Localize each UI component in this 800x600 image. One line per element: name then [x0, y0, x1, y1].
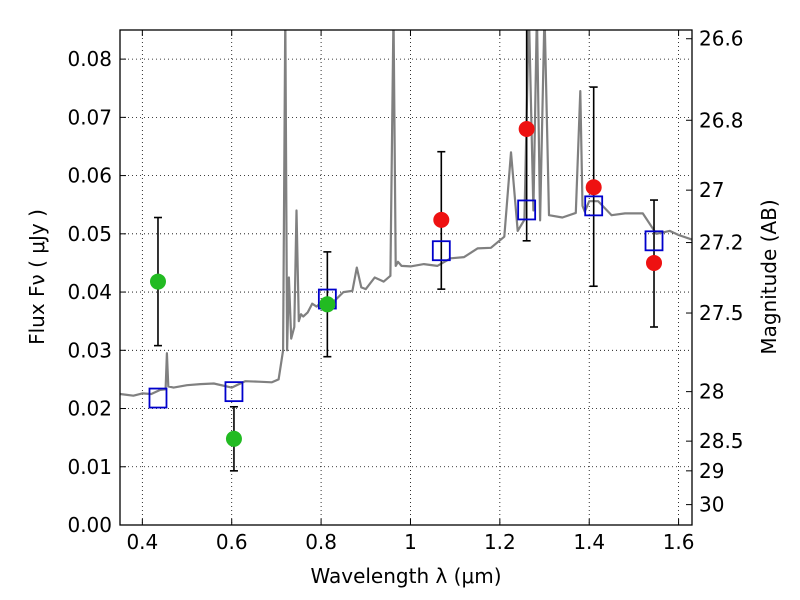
- right-tick-label: 28.5: [699, 429, 744, 453]
- right-tick-label: 26.6: [699, 27, 744, 51]
- model-flux-square: [224, 381, 244, 403]
- right-tick-label: 30: [699, 493, 724, 517]
- green-circle-point: [225, 430, 242, 447]
- model-spectrum-line: [120, 30, 692, 397]
- right-tick-label: 29: [699, 459, 724, 483]
- red-circle-point: [646, 254, 663, 271]
- y-tick-label: 0.05: [67, 222, 112, 246]
- green-circle-point: [319, 296, 336, 313]
- right-tick-label: 27.5: [699, 301, 744, 325]
- y-tick-label: 0.01: [67, 455, 112, 479]
- y-tick-label: 0.07: [67, 105, 112, 129]
- model-flux-square: [148, 387, 168, 409]
- x-tick-label: 1: [404, 530, 417, 554]
- right-tick-label: 28: [699, 380, 724, 404]
- green-circle-point: [149, 273, 166, 290]
- model-flux-square: [431, 240, 451, 262]
- x-tick-label: 0.4: [126, 530, 158, 554]
- x-tick-label: 0.6: [216, 530, 248, 554]
- right-axis-label: Magnitude (AB): [757, 199, 781, 354]
- x-tick-label: 1.6: [663, 530, 695, 554]
- model-flux-square: [517, 199, 537, 221]
- y-tick-label: 0.00: [67, 513, 112, 537]
- model-flux-square: [644, 230, 664, 252]
- red-circle-point: [518, 121, 535, 137]
- model-flux-square: [584, 195, 604, 217]
- right-tick-label: 27: [699, 178, 724, 202]
- x-axis-label: Wavelength λ (μm): [310, 564, 501, 588]
- red-circle-point: [585, 179, 602, 196]
- axes-frame: [119, 29, 693, 526]
- right-tick-label: 27.2: [699, 231, 744, 255]
- x-tick-label: 0.8: [305, 530, 337, 554]
- y-tick-label: 0.08: [67, 47, 112, 71]
- data-markers: [148, 121, 664, 447]
- y-tick-label: 0.02: [67, 397, 112, 421]
- spectrum-layer: [120, 30, 692, 397]
- axis-ticks: 0.4 0.6 0.8 1 1.2 1.4 1.6 0.00 0.01 0.02 0.03 0.04 0…: [67, 27, 743, 554]
- x-tick-label: 1.4: [573, 530, 605, 554]
- plot-area: [120, 30, 692, 525]
- right-tick-label: 26.8: [699, 108, 744, 132]
- y-tick-label: 0.03: [67, 338, 112, 362]
- y-axis-label: Flux Fν ( μJy ): [25, 209, 49, 345]
- x-tick-label: 1.2: [484, 530, 516, 554]
- y-tick-label: 0.06: [67, 164, 112, 188]
- y-tick-label: 0.04: [67, 280, 112, 304]
- red-circle-point: [433, 211, 450, 228]
